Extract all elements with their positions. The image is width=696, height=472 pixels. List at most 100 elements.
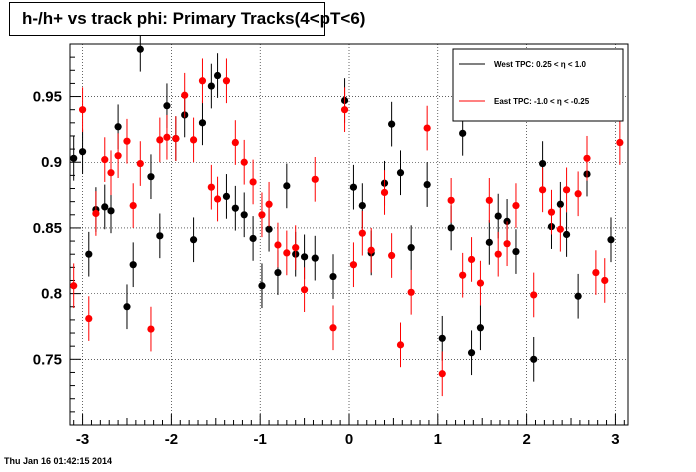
data-point bbox=[114, 152, 122, 160]
x-tick-label: -2 bbox=[165, 431, 178, 448]
legend: West TPC: 0.25 < η < 1.0 East TPC: -1.0 … bbox=[452, 48, 624, 122]
data-point bbox=[274, 241, 282, 249]
data-point bbox=[129, 261, 137, 269]
data-point bbox=[539, 186, 547, 194]
data-point bbox=[447, 224, 455, 232]
data-point bbox=[423, 124, 431, 132]
data-point bbox=[300, 253, 309, 261]
data-point bbox=[485, 196, 493, 204]
data-point bbox=[562, 230, 571, 239]
data-point bbox=[147, 173, 155, 181]
data-point bbox=[329, 324, 337, 332]
data-point bbox=[358, 229, 366, 237]
data-point bbox=[163, 102, 171, 110]
data-point bbox=[283, 182, 291, 190]
data-point bbox=[438, 370, 446, 378]
x-tick-label: 1 bbox=[434, 431, 442, 448]
x-tick-label: 0 bbox=[345, 431, 353, 448]
data-point bbox=[240, 211, 248, 219]
data-point bbox=[512, 201, 520, 210]
data-point bbox=[136, 159, 144, 168]
data-point bbox=[258, 282, 266, 290]
data-point bbox=[467, 349, 476, 357]
x-tick-label: 3 bbox=[611, 431, 619, 448]
data-point bbox=[207, 183, 215, 191]
data-point bbox=[70, 282, 78, 290]
data-point bbox=[213, 195, 222, 203]
data-point bbox=[78, 148, 87, 156]
data-point bbox=[198, 119, 207, 127]
data-point bbox=[616, 138, 624, 147]
data-point bbox=[249, 178, 257, 186]
data-point bbox=[107, 207, 115, 215]
data-point bbox=[574, 292, 582, 300]
data-point bbox=[388, 120, 396, 128]
data-point bbox=[358, 201, 366, 210]
data-point bbox=[70, 154, 78, 162]
data-point bbox=[503, 217, 511, 225]
data-marks bbox=[70, 26, 624, 397]
timestamp: Thu Jan 16 01:42:15 2014 bbox=[4, 456, 113, 466]
data-point bbox=[181, 91, 189, 99]
data-point bbox=[592, 269, 600, 277]
data-point bbox=[249, 234, 257, 243]
x-tick-label: -1 bbox=[254, 431, 267, 448]
data-point bbox=[349, 261, 358, 269]
data-point bbox=[258, 211, 266, 219]
data-point bbox=[136, 45, 144, 53]
data-point bbox=[562, 186, 571, 194]
data-point bbox=[539, 159, 547, 168]
y-tick-label: 0.8 bbox=[41, 286, 62, 303]
data-point bbox=[388, 251, 396, 260]
data-point bbox=[311, 254, 319, 262]
data-point bbox=[231, 204, 239, 212]
data-point bbox=[396, 169, 405, 177]
data-point bbox=[107, 169, 115, 177]
y-tick-label: 0.75 bbox=[33, 351, 62, 368]
data-point bbox=[423, 180, 431, 189]
data-point bbox=[349, 183, 358, 191]
data-point bbox=[467, 255, 476, 264]
data-point bbox=[340, 106, 349, 114]
data-point bbox=[601, 276, 609, 285]
data-point bbox=[85, 250, 93, 258]
data-point bbox=[231, 138, 239, 147]
data-point bbox=[156, 232, 164, 240]
data-point bbox=[129, 201, 137, 210]
data-point bbox=[547, 208, 556, 216]
y-tick-label: 0.85 bbox=[33, 220, 62, 237]
data-point bbox=[407, 244, 415, 252]
data-point bbox=[447, 196, 455, 204]
data-point bbox=[607, 236, 615, 244]
data-point bbox=[485, 238, 493, 246]
data-point bbox=[114, 123, 122, 131]
data-point bbox=[189, 136, 198, 144]
data-point bbox=[123, 303, 131, 311]
series-0 bbox=[70, 26, 615, 382]
data-point bbox=[380, 188, 389, 197]
data-point bbox=[459, 271, 467, 279]
data-point bbox=[407, 288, 415, 296]
data-point bbox=[213, 71, 222, 80]
legend-label-east: East TPC: -1.0 < η < -0.25 bbox=[494, 97, 590, 106]
data-point bbox=[292, 244, 300, 252]
data-point bbox=[583, 154, 591, 162]
data-point bbox=[198, 77, 207, 85]
data-point bbox=[503, 240, 511, 248]
data-point bbox=[265, 225, 273, 233]
legend-label-west: West TPC: 0.25 < η < 1.0 bbox=[494, 60, 586, 69]
data-point bbox=[222, 192, 231, 200]
data-point bbox=[189, 236, 198, 244]
chart-title: h-/h+ vs track phi: Primary Tracks(4<pT<… bbox=[9, 2, 365, 36]
data-point bbox=[367, 246, 375, 254]
data-point bbox=[92, 209, 100, 218]
data-point bbox=[530, 355, 538, 363]
data-point bbox=[85, 314, 93, 323]
axes: -3 -2 -1 0 1 2 3 0.75 0.8 0.85 0.9 0.95 bbox=[33, 56, 625, 448]
data-point bbox=[147, 325, 155, 333]
data-point bbox=[476, 279, 485, 287]
data-point bbox=[530, 291, 538, 299]
data-point bbox=[556, 200, 564, 208]
data-point bbox=[207, 82, 215, 90]
data-point bbox=[163, 133, 171, 141]
